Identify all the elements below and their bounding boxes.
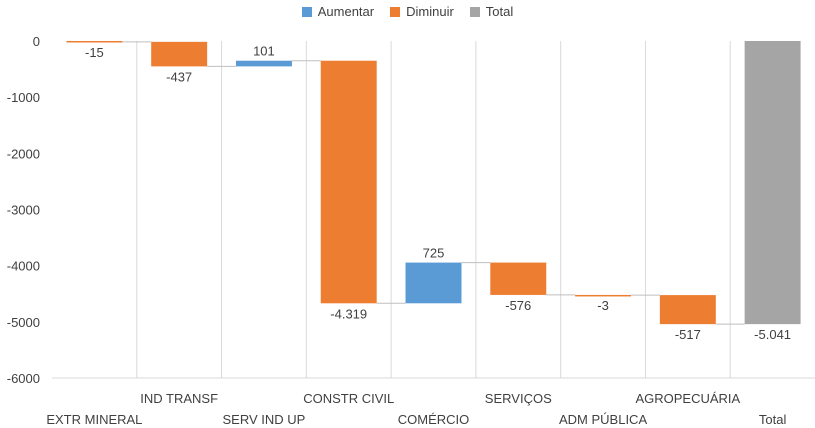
x-category-label: IND TRANSF	[140, 391, 218, 406]
bar-increase	[235, 60, 292, 67]
data-label: -4.319	[330, 306, 367, 321]
chart-legend: Aumentar Diminuir Total	[0, 4, 815, 19]
x-category-label: AGROPECUÁRIA	[635, 391, 740, 406]
bar-decrease	[66, 41, 123, 43]
y-tick-label: -1000	[7, 90, 40, 105]
y-tick-label: -2000	[7, 146, 40, 161]
bar-decrease	[575, 294, 632, 297]
data-label: 101	[253, 44, 275, 59]
x-category-label: COMÉRCIO	[398, 412, 470, 427]
x-category-label: EXTR MINERAL	[46, 412, 142, 427]
bar-decrease	[490, 262, 547, 295]
legend-label: Diminuir	[406, 4, 454, 19]
data-label: -517	[675, 327, 701, 342]
bar-total	[744, 41, 801, 325]
y-tick-label: -3000	[7, 203, 40, 218]
legend-item-total: Total	[469, 4, 514, 19]
y-tick-label: -5000	[7, 315, 40, 330]
data-label: -5.041	[754, 327, 791, 342]
bar-decrease	[151, 41, 208, 67]
x-category-label: Total	[759, 412, 787, 427]
legend-item-diminuir: Diminuir	[390, 4, 454, 19]
legend-swatch	[469, 6, 480, 17]
legend-label: Aumentar	[317, 4, 375, 19]
y-tick-label: -6000	[7, 371, 40, 386]
bar-decrease	[320, 60, 377, 304]
data-label: -437	[166, 69, 192, 84]
legend-swatch	[390, 6, 401, 17]
data-label: 725	[423, 246, 445, 261]
y-tick-label: 0	[33, 34, 40, 49]
legend-label: Total	[485, 4, 514, 19]
data-label: -576	[505, 298, 531, 313]
x-category-label: ADM PÚBLICA	[559, 412, 647, 427]
x-category-label: SERVIÇOS	[485, 391, 552, 406]
x-category-label: SERV IND UP	[223, 412, 306, 427]
bar-decrease	[659, 295, 716, 325]
y-tick-label: -4000	[7, 259, 40, 274]
legend-item-aumentar: Aumentar	[301, 4, 375, 19]
x-category-label: CONSTR CIVIL	[303, 391, 394, 406]
data-label: -15	[85, 45, 104, 60]
legend-swatch	[301, 6, 312, 17]
data-label: -3	[597, 298, 609, 313]
bar-increase	[405, 262, 462, 304]
